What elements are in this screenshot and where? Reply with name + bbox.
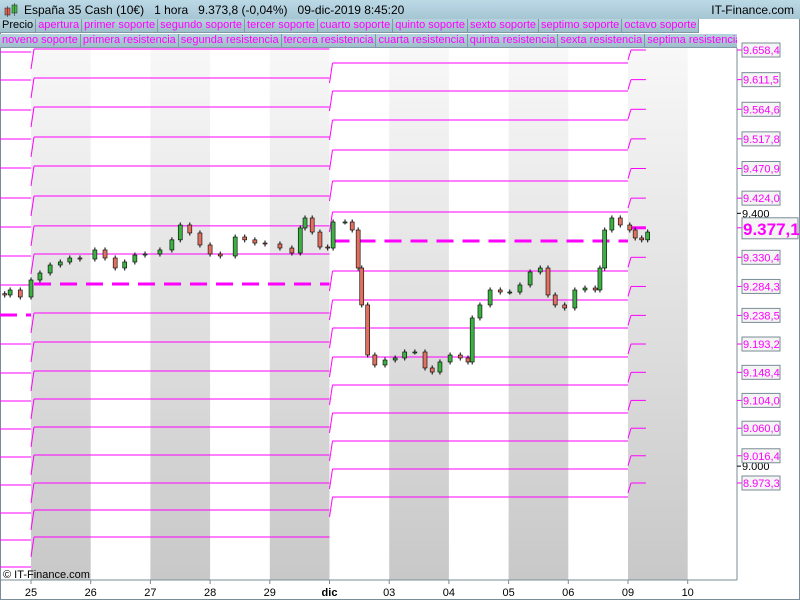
chart-title: España 35 Cash (10€) 1 hora 9.373,8 (-0,… — [24, 3, 404, 17]
legend-septimo-soporte[interactable]: septimo soporte — [539, 19, 623, 33]
title-bar: España 35 Cash (10€) 1 hora 9.373,8 (-0,… — [0, 0, 800, 19]
legend-segundo-soporte[interactable]: segundo soporte — [158, 19, 246, 33]
legend-apertura[interactable]: apertura — [36, 19, 83, 33]
instrument-name: España 35 Cash (10€) — [24, 3, 145, 17]
legend-septima-resistencia[interactable]: septima resistencia — [645, 34, 737, 48]
timestamp: 09-dic-2019 8:45:20 — [297, 3, 405, 17]
legend-tercer-soporte[interactable]: tercer soporte — [245, 19, 318, 33]
site-name[interactable]: IT-Finance.com — [711, 3, 794, 17]
timeframe[interactable]: 1 hora — [154, 3, 189, 17]
legend-noveno-soporte[interactable]: noveno soporte — [0, 34, 81, 48]
legend-primera-resistencia[interactable]: primera resistencia — [80, 34, 179, 48]
candlestick-logo-icon — [4, 3, 18, 17]
legend-sexto-soporte[interactable]: sexto soporte — [467, 19, 540, 33]
legend-precio[interactable]: Precio — [0, 19, 37, 33]
legend-quinta-resistencia[interactable]: quinta resistencia — [467, 34, 559, 48]
legend-cuarta-resistencia[interactable]: cuarta resistencia — [376, 34, 468, 48]
legend-row-2: noveno soporte primera resistencia segun… — [0, 34, 737, 48]
legend-primer-soporte[interactable]: primer soporte — [82, 19, 159, 33]
legend-sexta-resistencia[interactable]: sexta resistencia — [558, 34, 646, 48]
legend-quinto-soporte[interactable]: quinto soporte — [393, 19, 468, 33]
legend-row-1: Precio apertura primer soporte segundo s… — [0, 19, 700, 33]
legend-tercera-resistencia[interactable]: tercera resistencia — [281, 34, 377, 48]
legend-octavo-soporte[interactable]: octavo soporte — [622, 19, 700, 33]
legend-segunda-resistencia[interactable]: segunda resistencia — [178, 34, 282, 48]
last-price: 9.373,8 (-0,04%) — [198, 3, 288, 17]
legend-cuarto-soporte[interactable]: cuarto soporte — [317, 19, 394, 33]
